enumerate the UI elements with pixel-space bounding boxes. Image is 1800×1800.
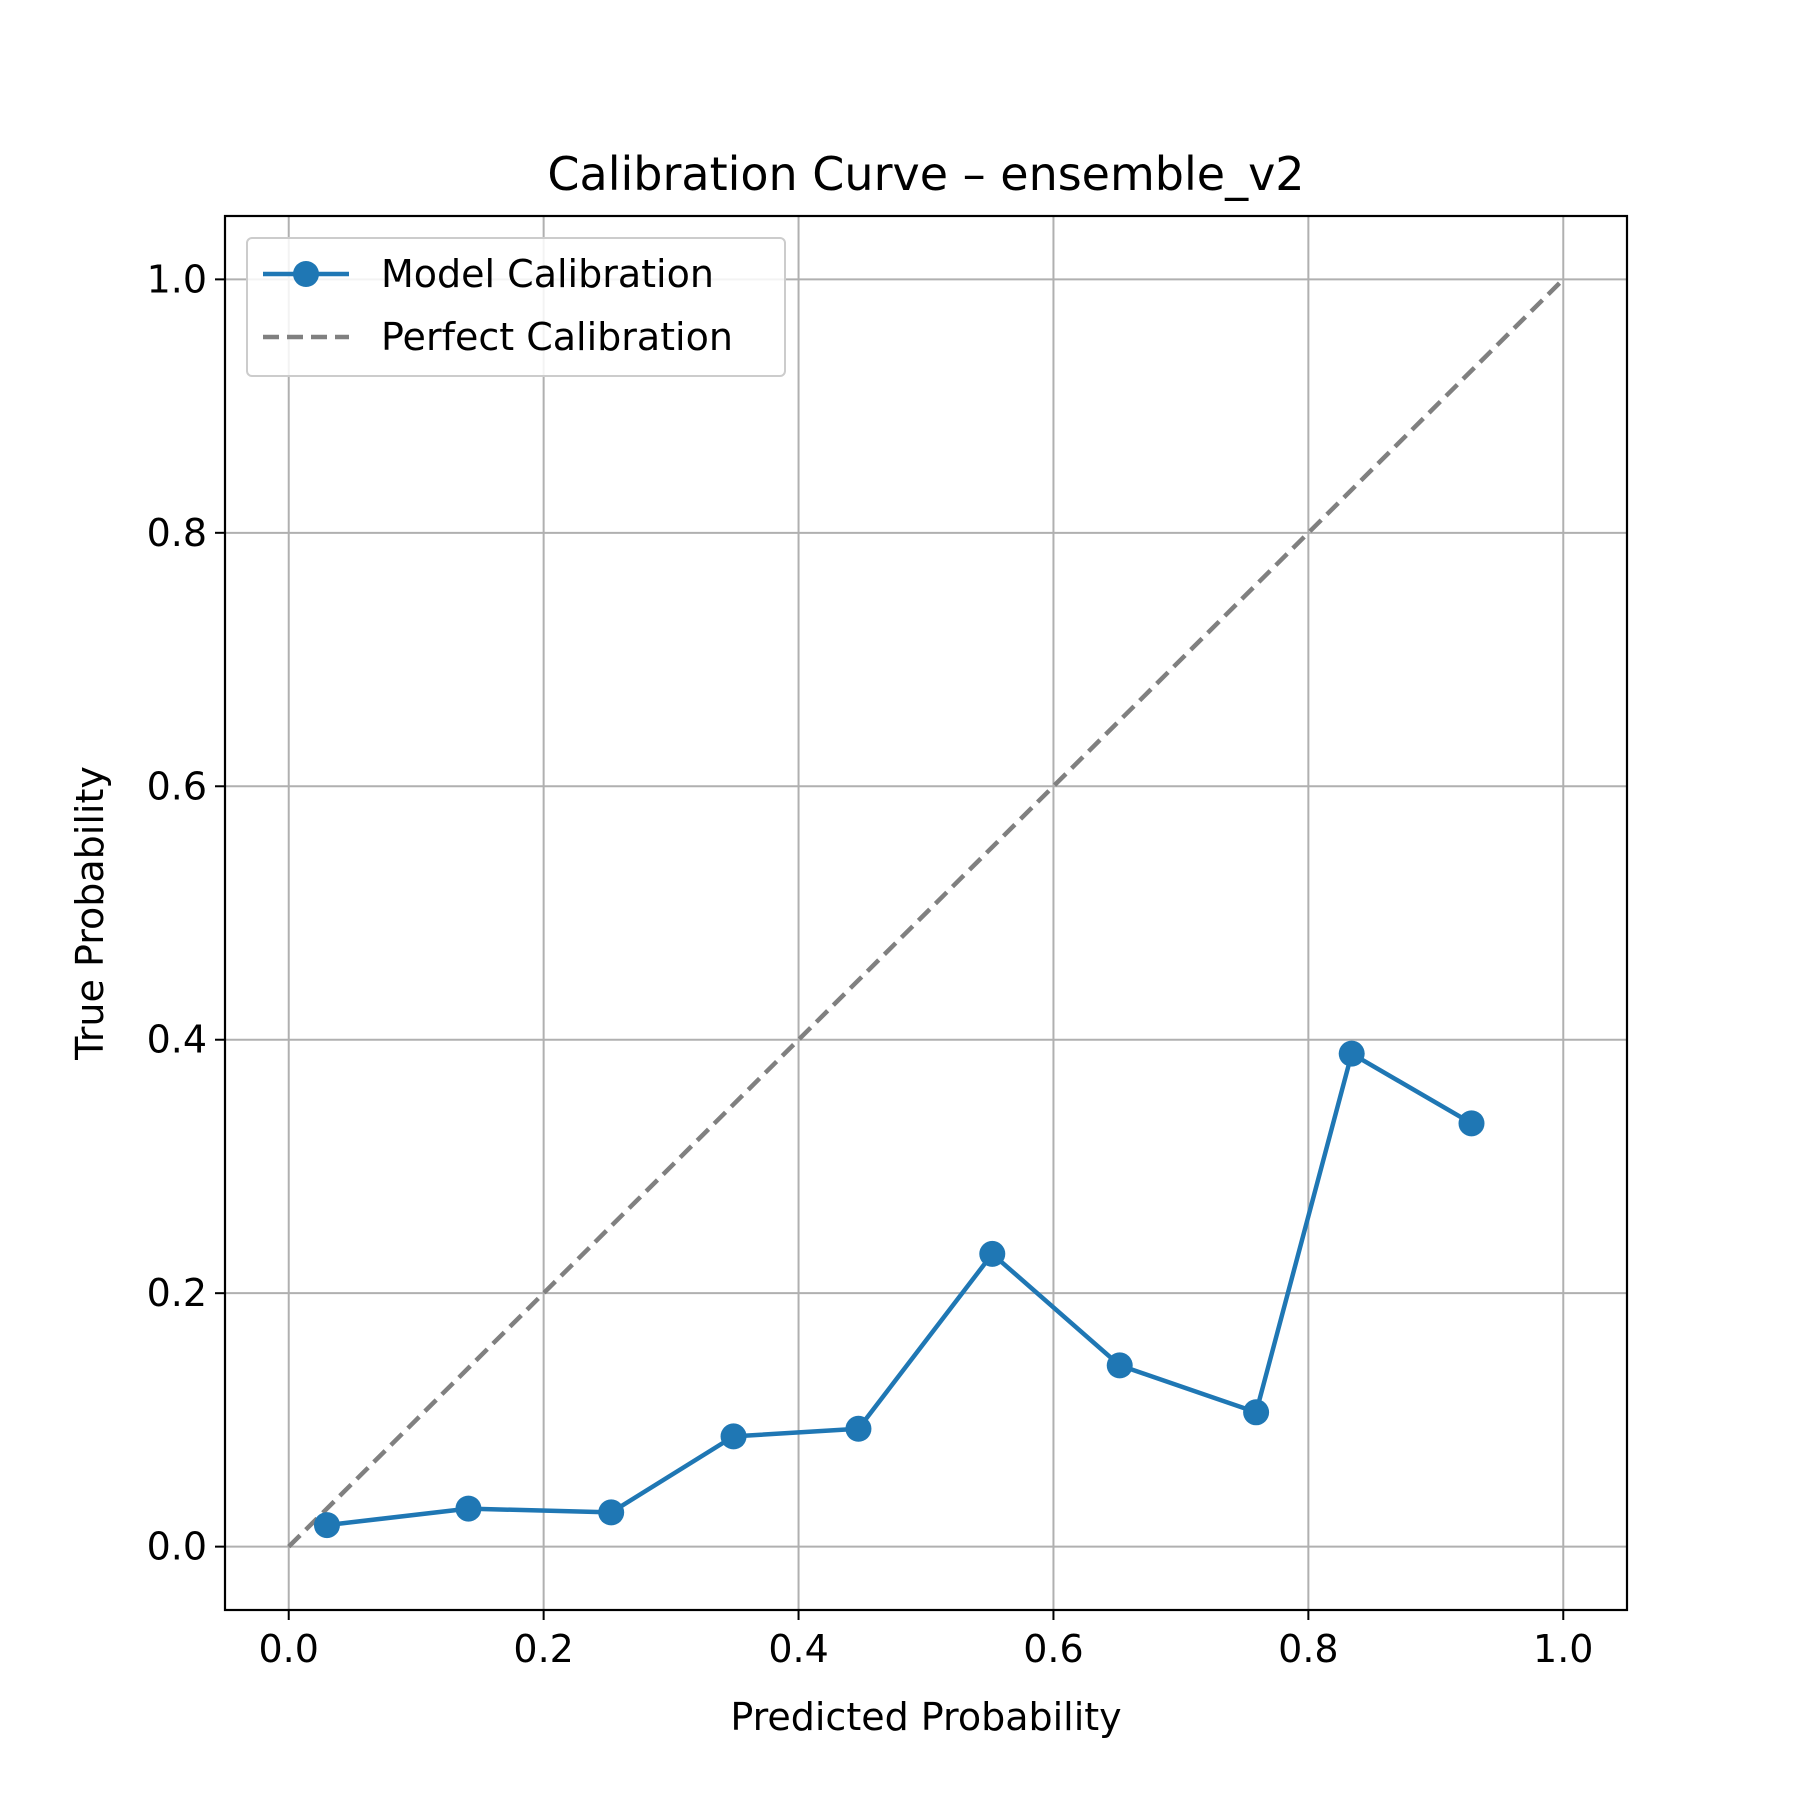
legend-perfect-label: Perfect Calibration — [381, 315, 733, 359]
model-calibration-point — [313, 1512, 340, 1539]
model-calibration-point — [1338, 1040, 1365, 1067]
model-calibration-point — [455, 1495, 482, 1522]
x-tick-label: 1.0 — [1533, 1627, 1593, 1671]
model-calibration-point — [720, 1423, 747, 1450]
y-tick-label: 0.0 — [147, 1525, 207, 1569]
model-calibration-point — [979, 1240, 1006, 1267]
chart-title: Calibration Curve – ensemble_v2 — [547, 147, 1304, 201]
x-tick-label: 0.4 — [768, 1627, 828, 1671]
perfect-calibration-line — [287, 277, 1565, 1549]
y-tick-label: 0.4 — [147, 1018, 207, 1062]
axis-ticks: 0.0 0.2 0.4 0.6 0.8 1.0 0.0 0.2 0.4 0.6 0.8 1.0 — [147, 257, 1594, 1671]
legend-model-marker — [293, 261, 319, 287]
x-axis-label: Predicted Probability — [730, 1695, 1121, 1739]
legend-box — [246, 237, 786, 377]
model-calibration-line — [326, 1051, 1473, 1528]
legend-model-label: Model Calibration — [381, 252, 714, 296]
model-calibration-point — [1458, 1110, 1485, 1137]
y-tick-label: 0.8 — [147, 511, 207, 555]
plot-area-frame — [223, 214, 1629, 1612]
model-calibration-point — [598, 1499, 625, 1526]
x-tick-label: 0.0 — [259, 1627, 319, 1671]
x-tick-label: 0.2 — [513, 1627, 573, 1671]
y-tick-label: 0.2 — [147, 1271, 207, 1315]
plot-series — [287, 277, 1565, 1549]
model-calibration-point — [845, 1415, 872, 1442]
x-tick-label: 0.8 — [1278, 1627, 1338, 1671]
model-calibration-point — [1243, 1399, 1270, 1426]
y-tick-label: 1.0 — [147, 257, 207, 301]
y-tick-label: 0.6 — [147, 764, 207, 808]
grid — [225, 216, 1627, 1610]
x-tick-label: 0.6 — [1023, 1627, 1083, 1671]
model-calibration-point — [1106, 1352, 1133, 1379]
y-axis-label: True Probability — [68, 766, 112, 1061]
legend: Model Calibration Perfect Calibration — [246, 237, 786, 377]
